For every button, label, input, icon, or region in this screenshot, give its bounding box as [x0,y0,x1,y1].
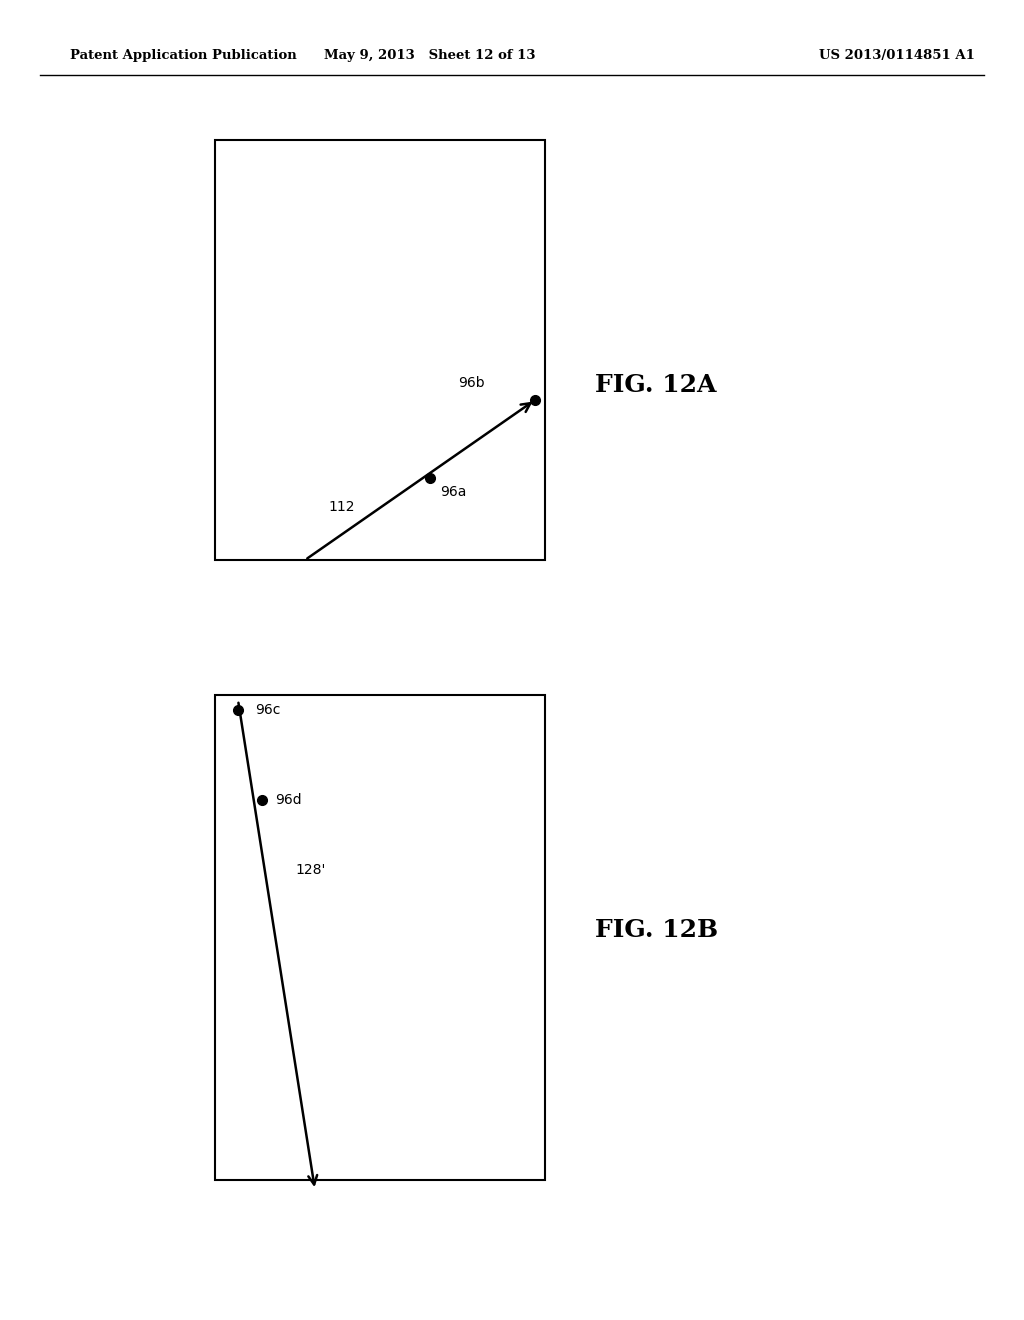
Text: 112: 112 [329,500,355,513]
Bar [215,140,545,560]
Bar [215,696,545,1180]
Text: May 9, 2013   Sheet 12 of 13: May 9, 2013 Sheet 12 of 13 [325,49,536,62]
Text: 96c: 96c [255,704,281,717]
Text: 96a: 96a [440,484,466,499]
Text: 128': 128' [295,863,326,876]
Text: FIG. 12B: FIG. 12B [595,917,718,942]
Text: Patent Application Publication: Patent Application Publication [70,49,297,62]
Text: FIG. 12A: FIG. 12A [595,374,717,397]
Text: US 2013/0114851 A1: US 2013/0114851 A1 [819,49,975,62]
Text: 96b: 96b [459,376,485,389]
Text: 96d: 96d [275,793,302,807]
